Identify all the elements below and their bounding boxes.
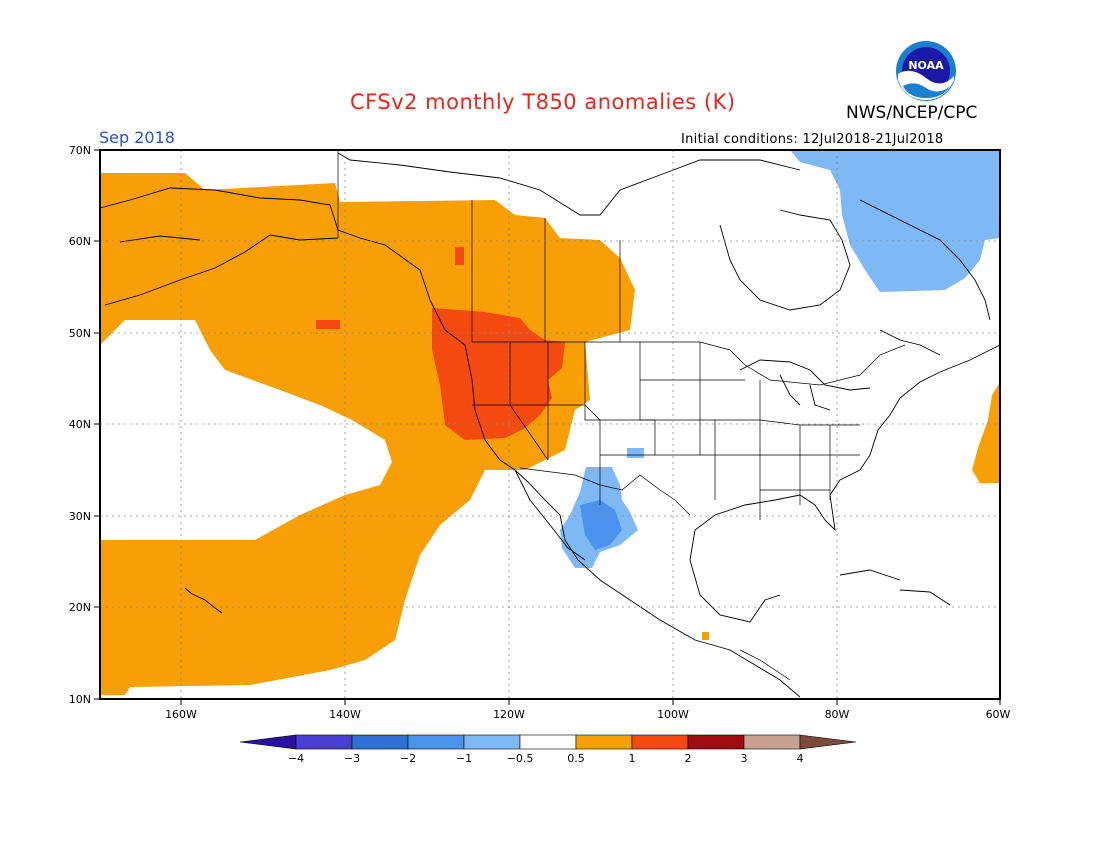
valid-month-label: Sep 2018 [99, 128, 175, 147]
colorbar-swatch [743, 734, 801, 750]
lat-label: 70N [69, 144, 91, 157]
graticule [100, 150, 1000, 699]
lon-label: 140W [329, 708, 361, 721]
lat-label: 30N [69, 510, 91, 523]
coastlines [99, 152, 1001, 698]
initial-conditions-label: Initial conditions: 12Jul2018-21Jul2018 [681, 132, 944, 147]
colorbar-label: −1 [456, 752, 472, 765]
lon-label: 160W [165, 708, 197, 721]
colorbar-label: 4 [797, 752, 804, 765]
lon-label: 120W [493, 708, 525, 721]
colorbar-label: 1 [629, 752, 636, 765]
colorbar-swatch [631, 734, 689, 750]
colorbar-swatch [295, 734, 353, 750]
political-borders [337, 150, 906, 681]
longitude-labels: 160W 140W 120W 100W 80W 60W [165, 708, 1010, 721]
colorbar-label: 2 [685, 752, 692, 765]
colorbar-label: 0.5 [567, 752, 585, 765]
colorbar-swatch [687, 734, 745, 750]
colorbar-label: −4 [288, 752, 304, 765]
colorbar-arrow-high [799, 734, 857, 750]
region-mexico-cool-core [580, 500, 622, 550]
colorbar-swatch [351, 734, 409, 750]
colorbar-swatch [407, 734, 465, 750]
chart-title: CFSv2 monthly T850 anomalies (K) [350, 90, 736, 114]
colorbar-label: −2 [400, 752, 416, 765]
lat-label: 60N [69, 235, 91, 248]
region-hudson-labrador-cool [790, 150, 1000, 292]
colorbar-label: 3 [741, 752, 748, 765]
lon-label: 60W [986, 708, 1011, 721]
lat-label: 40N [69, 418, 91, 431]
lat-label: 50N [69, 327, 91, 340]
colorbar-swatch [575, 734, 633, 750]
colorbar-label: −3 [344, 752, 360, 765]
colorbar-swatch [519, 734, 577, 750]
lon-label: 100W [657, 708, 689, 721]
colorbar: −4 −3 −2 −1 −0.5 0.5 1 2 3 4 [239, 734, 857, 765]
latitude-labels: 70N 60N 50N 40N 30N 20N 10N [69, 144, 91, 706]
colorbar-swatch [463, 734, 521, 750]
region-atlantic-warm [972, 382, 1000, 483]
region-northwest-us-warm [432, 308, 565, 440]
noaa-logo-icon: NOAA [896, 41, 956, 101]
lat-label: 20N [69, 601, 91, 614]
lon-label: 80W [825, 708, 850, 721]
colorbar-label: −0.5 [507, 752, 534, 765]
organization-label: NWS/NCEP/CPC [846, 103, 978, 123]
logo-text: NOAA [908, 59, 944, 72]
lat-label: 10N [69, 693, 91, 706]
region-north-pacific-warm [100, 173, 635, 695]
colorbar-arrow-low [239, 734, 297, 750]
